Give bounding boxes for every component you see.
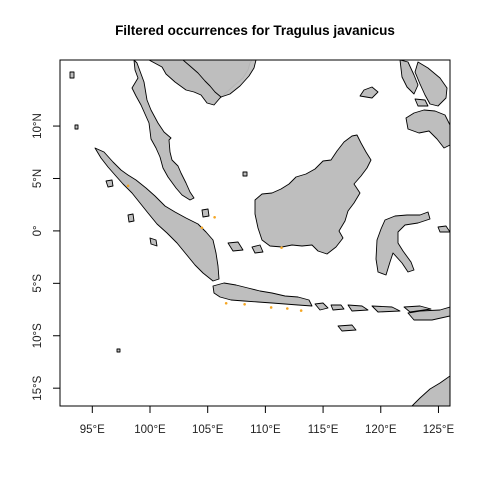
x-tick-label: 100°E [134, 424, 166, 436]
x-tick-label: 105°E [192, 424, 224, 436]
y-tick-label: 10°N [32, 113, 44, 139]
sumba [337, 324, 357, 332]
palawan [359, 86, 379, 99]
x-tick-label: 95°E [80, 424, 105, 436]
occurrence-point [243, 302, 246, 306]
mindanao [405, 109, 450, 149]
bangka [227, 241, 244, 252]
islet-2 [69, 71, 75, 79]
timor [407, 306, 450, 321]
small-island-b [437, 225, 450, 233]
occurrence-point [213, 215, 216, 219]
riau-islands [201, 208, 210, 218]
australia-corner [411, 375, 450, 406]
lesser-sunda-2 [330, 304, 345, 311]
mainland-southeast-asia [131, 60, 195, 201]
occurrence-point [224, 301, 228, 305]
x-tick-label: 115°E [308, 424, 339, 436]
occurrence-point [269, 306, 273, 309]
x-tick-label: 125°E [423, 424, 455, 436]
x-axis: 95°E 100°E 105°E 110°E 115°E 120°E 125°E [80, 405, 455, 436]
chart-title: Filtered occurrences for Tragulus javani… [115, 23, 395, 38]
occurrence-points [126, 184, 303, 312]
occurrence-point [286, 307, 289, 310]
lesser-sunda-5 [403, 305, 432, 313]
y-axis: 10°N 5°N 0° 5°S 10°S 15°S [32, 113, 61, 401]
x-tick-label: 110°E [250, 424, 281, 436]
y-tick-label: 15°S [32, 375, 44, 400]
lesser-sunda-3 [347, 304, 369, 312]
java [212, 282, 313, 307]
y-tick-label: 5°N [32, 169, 44, 188]
x-tick-label: 120°E [365, 424, 397, 436]
vietnam-south [182, 60, 257, 98]
occurrence-point [200, 226, 204, 230]
occurrence-point [126, 184, 130, 188]
mentawai [149, 237, 158, 247]
visayas [414, 98, 429, 107]
philippines-2 [414, 61, 448, 107]
islet-3 [74, 124, 79, 130]
land-masses [69, 60, 450, 406]
simeulue [105, 179, 114, 188]
sulawesi [375, 211, 431, 276]
y-tick-label: 5°S [32, 274, 44, 293]
occurrence-point [299, 309, 303, 312]
sumatra [94, 147, 220, 282]
nias [127, 213, 135, 223]
islet-1 [242, 171, 248, 177]
occurrence-point [280, 246, 283, 249]
lesser-sunda-1 [314, 302, 329, 311]
y-tick-label: 10°S [32, 323, 44, 348]
belitung [251, 244, 264, 254]
philippines-1 [399, 60, 419, 95]
borneo [254, 134, 372, 255]
lesser-sunda-4 [371, 305, 401, 313]
islet-4 [116, 348, 121, 353]
y-tick-label: 0° [32, 225, 44, 236]
